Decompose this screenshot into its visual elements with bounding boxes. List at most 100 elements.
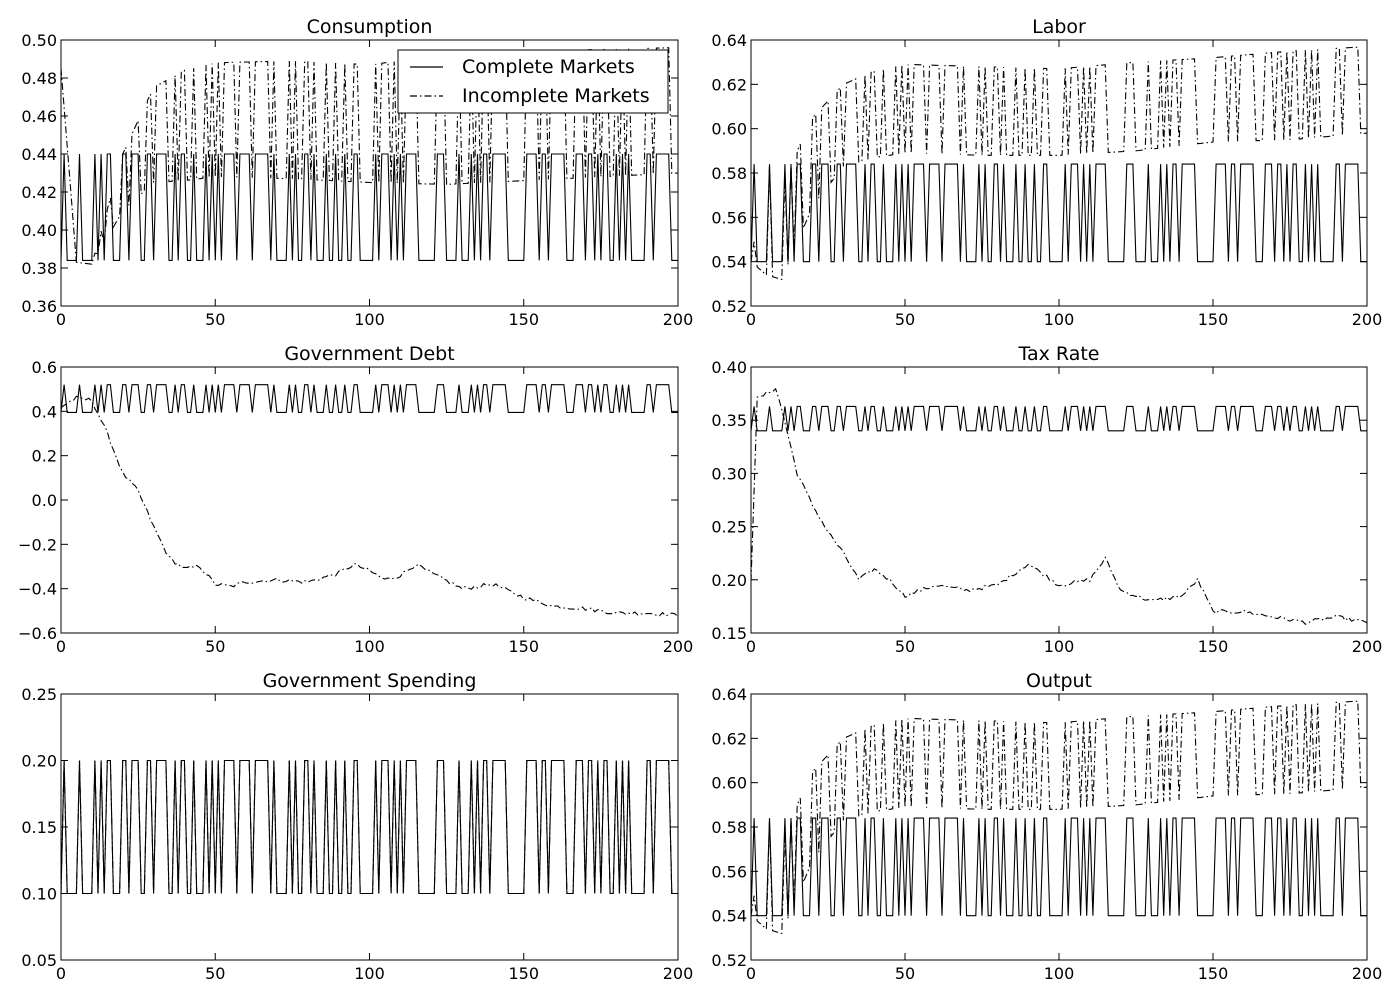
- legend: Complete Markets Incomplete Markets: [397, 49, 669, 114]
- series-line-incomplete-markets: [61, 759, 678, 895]
- y-tick-label: 0.05: [21, 951, 57, 970]
- x-tick-label: 200: [1352, 637, 1383, 656]
- x-tick-label: 0: [746, 310, 756, 329]
- x-tick-label: 200: [663, 964, 694, 983]
- y-tick-label: 0.62: [711, 729, 747, 748]
- x-tick-label: 100: [354, 310, 385, 329]
- x-tick-label: 0: [56, 637, 66, 656]
- x-tick-label: 200: [1352, 310, 1383, 329]
- y-tick-label: 0.54: [711, 907, 747, 926]
- y-tick-label: 0.36: [21, 297, 57, 316]
- y-tick-label: 0.4: [32, 402, 57, 421]
- x-tick-label: 150: [508, 964, 539, 983]
- x-tick-label: 150: [1198, 637, 1229, 656]
- panel-government-debt: Government Debt 0 50 100 150 200 −0.6 −0.4 −0.2 0…: [18, 343, 693, 656]
- y-tick-label: 0.15: [711, 624, 747, 643]
- x-tick-label: 50: [895, 964, 915, 983]
- plot-frame: [60, 366, 679, 634]
- y-tick-label: 0.58: [711, 164, 747, 183]
- x-tick-label: 200: [1352, 964, 1383, 983]
- chart-title: Output: [1026, 670, 1092, 692]
- x-tick-label: 100: [1044, 310, 1075, 329]
- x-tick-label: 100: [1044, 637, 1075, 656]
- y-tick-label: 0.56: [711, 208, 747, 227]
- x-tick-label: 50: [205, 964, 225, 983]
- series-line-complete-markets: [751, 163, 1367, 263]
- x-tick-label: 50: [895, 310, 915, 329]
- legend-label-incomplete-markets: Incomplete Markets: [462, 85, 650, 107]
- y-tick-label: 0.60: [711, 774, 747, 793]
- y-tick-label: −0.4: [18, 580, 57, 599]
- y-tick-label: 0.48: [21, 69, 57, 88]
- y-tick-label: 0.20: [711, 571, 747, 590]
- x-tick-label: 150: [1198, 964, 1229, 983]
- y-tick-label: 0.56: [711, 862, 747, 881]
- x-tick-label: 150: [508, 310, 539, 329]
- series-line-incomplete-markets: [751, 387, 1367, 625]
- y-tick-label: 0.10: [21, 885, 57, 904]
- x-tick-label: 0: [746, 964, 756, 983]
- x-tick-label: 50: [895, 637, 915, 656]
- series-line-incomplete-markets: [61, 395, 678, 617]
- y-tick-label: 0.40: [711, 358, 747, 377]
- y-tick-label: 0.25: [711, 518, 747, 537]
- y-tick-label: 0.54: [711, 253, 747, 272]
- chart-title: Government Spending: [263, 670, 477, 692]
- y-tick-label: 0.52: [711, 297, 747, 316]
- x-tick-label: 0: [56, 964, 66, 983]
- y-tick-label: 0.64: [711, 685, 747, 704]
- x-tick-label: 0: [746, 637, 756, 656]
- x-tick-label: 50: [205, 637, 225, 656]
- y-tick-label: 0.6: [32, 358, 57, 377]
- legend-label-complete-markets: Complete Markets: [462, 56, 635, 78]
- series-line-complete-markets: [61, 384, 678, 413]
- chart-title: Tax Rate: [1018, 343, 1100, 365]
- x-tick-label: 0: [56, 310, 66, 329]
- y-tick-label: 0.40: [21, 221, 57, 240]
- x-tick-label: 100: [354, 964, 385, 983]
- chart-title: Consumption: [307, 16, 433, 38]
- x-tick-label: 100: [354, 637, 385, 656]
- panel-consumption: Consumption 0 50 100 150 200 0.36 0.38 0.40 0.42 0…: [21, 16, 693, 329]
- y-tick-label: 0.42: [21, 183, 57, 202]
- y-tick-label: 0.58: [711, 818, 747, 837]
- y-tick-label: 0.62: [711, 75, 747, 94]
- y-tick-label: 0.60: [711, 120, 747, 139]
- y-tick-label: 0.25: [21, 685, 57, 704]
- y-tick-label: 0.20: [21, 752, 57, 771]
- legend-box: [397, 49, 669, 114]
- y-tick-label: 0.0: [32, 491, 57, 510]
- y-tick-label: −0.6: [18, 624, 57, 643]
- series-line-complete-markets: [61, 153, 678, 261]
- x-tick-label: 200: [663, 637, 694, 656]
- y-tick-label: 0.15: [21, 818, 57, 837]
- y-tick-label: 0.46: [21, 107, 57, 126]
- x-tick-label: 150: [1198, 310, 1229, 329]
- x-tick-label: 50: [205, 310, 225, 329]
- chart-title: Labor: [1032, 16, 1086, 38]
- y-tick-label: 0.2: [32, 447, 57, 466]
- plot-frame: [750, 693, 1368, 961]
- x-tick-label: 200: [663, 310, 694, 329]
- y-tick-label: −0.2: [18, 535, 57, 554]
- plot-frame: [750, 366, 1368, 634]
- y-tick-label: 0.64: [711, 31, 747, 50]
- x-tick-label: 100: [1044, 964, 1075, 983]
- series-line-complete-markets: [751, 405, 1367, 432]
- panel-government-spending: Government Spending 0 50 100 150 200 0.05 0.10 0…: [21, 670, 693, 983]
- panel-output: Output 0 50 100 150 200 0.52 0.54 0.56 0.58 0.60 0.…: [711, 670, 1382, 983]
- y-tick-label: 0.50: [21, 31, 57, 50]
- y-tick-label: 0.52: [711, 951, 747, 970]
- chart-title: Government Debt: [284, 343, 454, 365]
- panel-tax-rate: Tax Rate 0 50 100 150 200 0.15 0.20 0.25 0.30 0.35…: [711, 343, 1382, 656]
- x-tick-label: 150: [508, 637, 539, 656]
- y-tick-label: 0.44: [21, 145, 57, 164]
- plot-frame: [60, 693, 679, 961]
- y-tick-label: 0.30: [711, 464, 747, 483]
- plot-frame: [750, 39, 1368, 307]
- panel-labor: Labor 0 50 100 150 200 0.52 0.54 0.56 0.58 0.60 0.6…: [711, 16, 1382, 329]
- series-line-complete-markets: [751, 817, 1367, 917]
- y-tick-label: 0.35: [711, 411, 747, 430]
